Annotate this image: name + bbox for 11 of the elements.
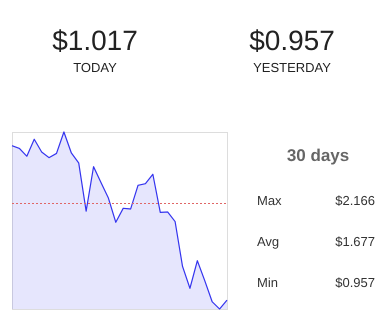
text: Min — [257, 275, 278, 290]
text: $0.957 — [335, 275, 375, 290]
text: $1.677 — [335, 234, 375, 249]
text: YESTERDAY — [253, 60, 332, 75]
text: $2.166 — [335, 193, 375, 208]
text: 30 days — [286, 146, 350, 165]
text: $0.957 — [249, 25, 335, 56]
text: Avg — [257, 234, 280, 249]
text: Max — [257, 193, 282, 208]
text: TODAY — [73, 60, 118, 75]
text: $1.017 — [52, 25, 138, 56]
